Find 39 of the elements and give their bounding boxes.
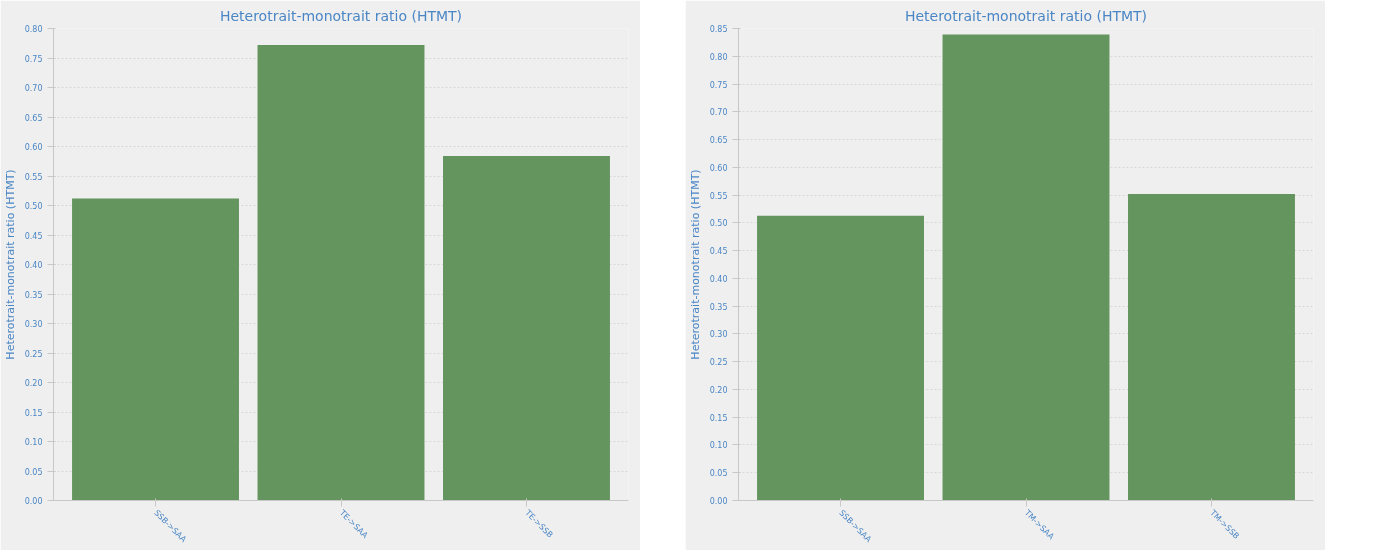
y-tick-label: 0.05 <box>709 469 728 479</box>
y-tick-label: 0.85 <box>709 25 728 34</box>
y-axis-title: Heterotrait-monotrait ratio (HTMT) <box>688 169 702 360</box>
y-tick-label: 0.05 <box>24 467 43 477</box>
y-tick-label: 0.30 <box>24 320 43 329</box>
y-tick-label: 0.50 <box>709 219 728 229</box>
y-tick-label: 0.80 <box>709 52 728 62</box>
y-tick-label: 0.65 <box>709 136 728 146</box>
y-tick-label: 0.55 <box>24 172 43 182</box>
chart-title: Heterotrait-monotrait ratio (HTMT) <box>219 7 463 24</box>
y-tick-label: 0.20 <box>709 385 728 395</box>
y-tick-label: 0.60 <box>24 143 43 152</box>
y-tick-label: 0.10 <box>24 438 43 447</box>
y-tick-label: 0.25 <box>24 349 43 359</box>
y-tick-label: 0.00 <box>709 497 728 506</box>
y-tick-label: 0.25 <box>709 358 728 368</box>
y-tick-label: 0.15 <box>24 408 43 418</box>
y-tick-label: 0.45 <box>24 231 43 241</box>
y-tick-label: 0.60 <box>709 163 728 173</box>
chart-title: Heterotrait-monotrait ratio (HTMT) <box>904 7 1148 24</box>
y-tick-label: 0.40 <box>709 274 728 284</box>
y-tick-label: 0.65 <box>24 113 43 123</box>
y-tick-label: 0.45 <box>709 247 728 257</box>
y-tick-label: 0.10 <box>709 441 728 451</box>
y-tick-label: 0.15 <box>709 413 728 423</box>
y-tick-label: 0.20 <box>24 379 43 388</box>
y-tick-label: 0.40 <box>24 261 43 270</box>
y-tick-label: 0.50 <box>24 202 43 211</box>
y-tick-label: 0.00 <box>24 497 43 506</box>
y-tick-label: 0.70 <box>709 108 728 118</box>
y-tick-label: 0.35 <box>24 290 43 300</box>
y-tick-label: 0.35 <box>709 302 728 312</box>
y-tick-label: 0.55 <box>709 191 728 201</box>
y-axis-title: Heterotrait-monotrait ratio (HTMT) <box>3 169 17 360</box>
y-tick-label: 0.75 <box>24 54 43 64</box>
y-tick-label: 0.70 <box>24 84 43 93</box>
y-tick-label: 0.30 <box>709 330 728 340</box>
y-tick-label: 0.75 <box>709 80 728 90</box>
y-tick-label: 0.80 <box>24 25 43 34</box>
